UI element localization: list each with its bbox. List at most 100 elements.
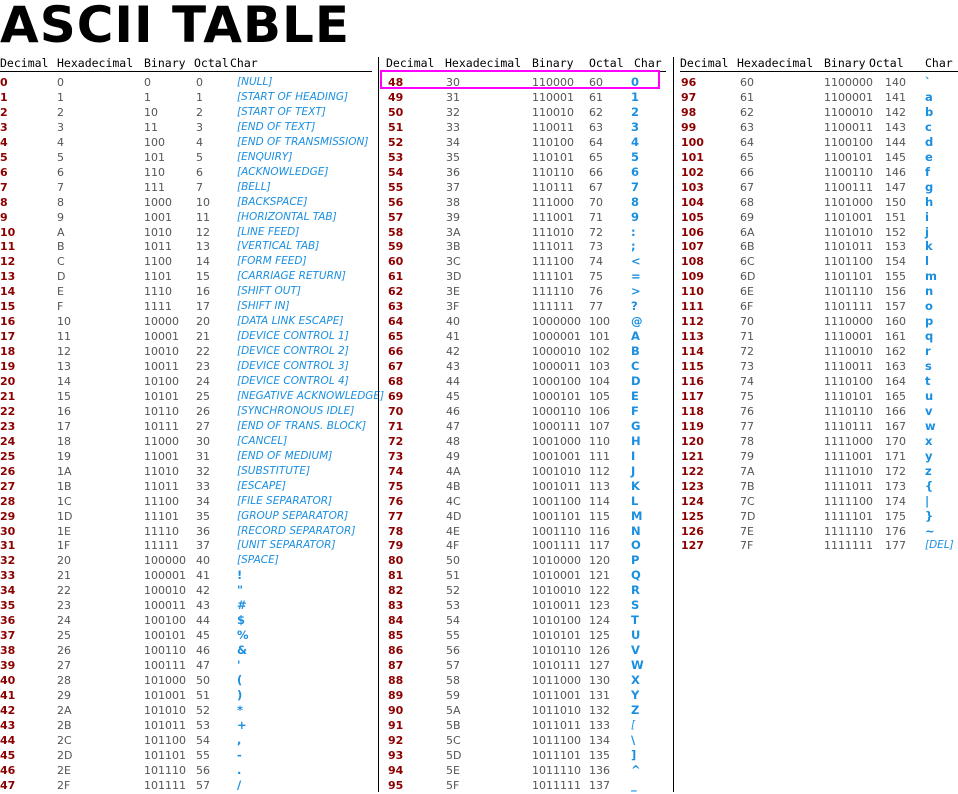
binary-cell: 101110 [144, 763, 186, 777]
char-cell: / [237, 777, 242, 792]
decimal-cell: 42 [0, 703, 16, 717]
decimal-cell: 59 [388, 240, 404, 254]
hex-cell: 32 [446, 105, 460, 119]
decimal-cell: 111 [681, 300, 704, 314]
octal-cell: 102 [589, 345, 610, 359]
char-cell: 2 [631, 104, 640, 119]
octal-cell: 47 [196, 659, 210, 673]
char-cell: ( [237, 673, 243, 687]
decimal-cell: 82 [388, 584, 404, 598]
octal-cell: 30 [196, 434, 210, 448]
hex-cell: 12 [57, 345, 71, 359]
binary-cell: 1101011 [824, 240, 873, 254]
decimal-cell: 0 [0, 76, 8, 89]
octal-cell: 144 [885, 135, 906, 149]
decimal-cell: 70 [388, 404, 404, 418]
char-cell: F [631, 403, 639, 418]
binary-cell: 110011 [532, 120, 574, 134]
char-cell: E [631, 388, 639, 403]
decimal-cell: 75 [388, 479, 404, 493]
char-cell: s [925, 359, 932, 374]
decimal-cell: 93 [388, 748, 404, 762]
char-cell: y [925, 448, 933, 463]
hex-cell: 20 [57, 554, 71, 568]
binary-cell: 1011110 [532, 763, 581, 777]
char-cell: 4 [631, 134, 640, 149]
char-cell: [DATA LINK ESCAPE] [237, 315, 344, 328]
binary-cell: 11010 [144, 464, 179, 478]
binary-cell: 1110111 [824, 419, 873, 433]
char-cell: ~ [925, 523, 935, 538]
octal-cell: 24 [196, 375, 210, 388]
hex-cell: 6A [740, 225, 755, 239]
hex-cell: 59 [446, 688, 460, 702]
decimal-cell: 16 [0, 315, 16, 329]
octal-cell: 64 [589, 135, 603, 149]
decimal-cell: 52 [388, 135, 404, 149]
decimal-cell: 9 [0, 210, 8, 224]
hex-cell: 2B [57, 718, 72, 732]
binary-cell: 1000001 [532, 330, 581, 344]
octal-cell: 60 [589, 76, 603, 89]
decimal-cell: 116 [681, 375, 704, 388]
decimal-cell: 106 [681, 225, 704, 239]
binary-cell: 1100100 [824, 135, 873, 149]
char-cell: 6 [631, 164, 640, 179]
decimal-cell: 99 [681, 120, 697, 134]
decimal-cell: 84 [388, 614, 404, 628]
hex-cell: 9 [57, 210, 64, 224]
binary-cell: 1001000 [532, 434, 581, 448]
hex-cell: 38 [446, 195, 460, 209]
char-cell: m [925, 269, 937, 284]
table-header: Decimal Hexadecimal Binary Octal Char [386, 55, 666, 72]
binary-cell: 1110101 [824, 389, 873, 403]
decimal-cell: 72 [388, 434, 404, 448]
char-cell: C [631, 359, 640, 374]
hex-cell: 6B [740, 240, 755, 254]
hex-cell: 37 [446, 180, 460, 194]
hex-cell: 78 [740, 434, 754, 448]
binary-cell: 1011 [144, 240, 172, 254]
decimal-cell: 65 [388, 330, 404, 344]
binary-cell: 101000 [144, 674, 186, 687]
char-cell: # [237, 598, 247, 613]
char-cell: ? [631, 299, 638, 314]
binary-cell: 1011010 [532, 703, 581, 717]
binary-cell: 110100 [532, 135, 574, 149]
char-cell: q [925, 329, 934, 344]
char-cell: 0 [631, 75, 640, 89]
octal-cell: 22 [196, 345, 210, 359]
hex-cell: F [57, 300, 64, 314]
char-cell: ) [237, 687, 243, 702]
header-char: Char [230, 56, 258, 70]
char-cell: N [631, 523, 641, 538]
char-cell: [SHIFT OUT] [237, 285, 302, 298]
decimal-cell: 71 [388, 419, 404, 433]
decimal-cell: 102 [681, 165, 704, 179]
octal-cell: 76 [589, 285, 603, 299]
decimal-cell: 22 [0, 404, 16, 418]
binary-cell: 1011100 [532, 733, 581, 747]
octal-cell: 126 [589, 644, 610, 658]
char-cell: [END OF TEXT] [237, 120, 316, 133]
binary-cell: 1110000 [824, 315, 873, 329]
header-octal: Octal [194, 56, 229, 70]
decimal-cell: 79 [388, 539, 404, 553]
binary-cell: 1011011 [532, 718, 581, 732]
hex-cell: 2D [57, 748, 73, 762]
char-cell: 5 [631, 149, 640, 164]
binary-cell: 1000110 [532, 404, 581, 418]
hex-cell: 70 [740, 315, 754, 329]
binary-cell: 1000011 [532, 360, 581, 374]
octal-cell: 146 [885, 165, 906, 179]
binary-cell: 110101 [532, 150, 574, 164]
char-cell: d [925, 134, 934, 149]
octal-cell: 176 [885, 524, 906, 538]
decimal-cell: 86 [388, 644, 404, 658]
decimal-cell: 25 [0, 449, 16, 463]
binary-cell: 100011 [144, 599, 186, 613]
hex-cell: 5C [446, 733, 461, 747]
char-cell: p [925, 314, 934, 329]
binary-cell: 1101110 [824, 285, 873, 299]
octal-cell: 110 [589, 434, 610, 448]
